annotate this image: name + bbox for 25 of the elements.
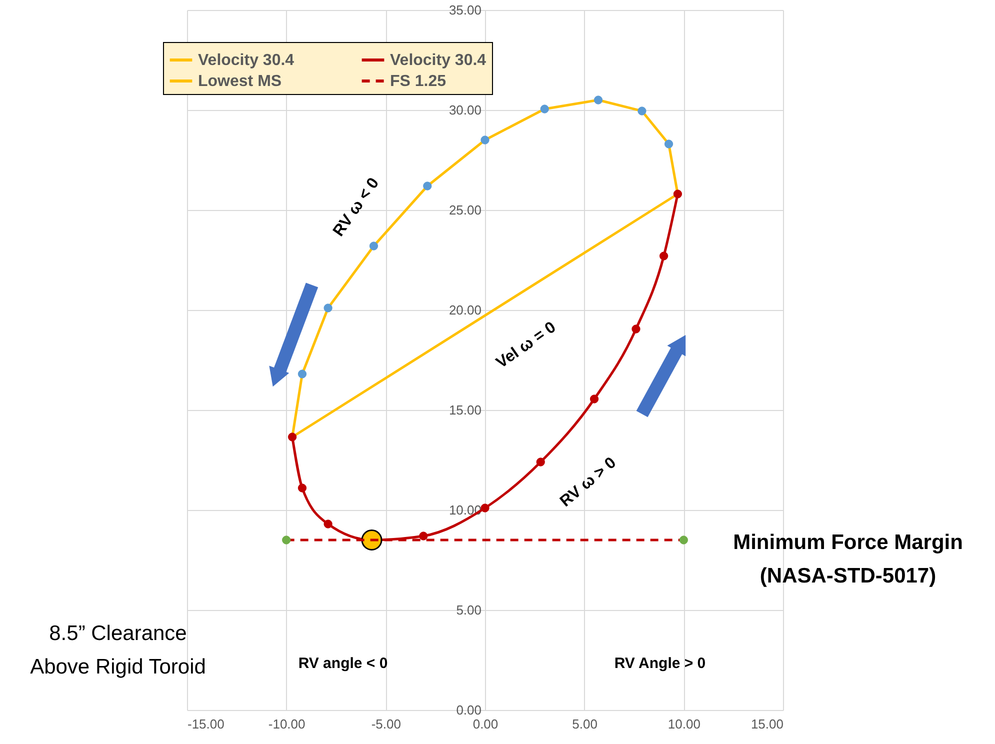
x-tick-label: -10.00: [268, 716, 306, 732]
x-tick-label: 10.00: [668, 716, 700, 732]
annotation: Minimum Force Margin (NASA-STD-5017): [733, 531, 963, 588]
x-tick-label: 15.00: [750, 716, 784, 732]
y-tick-label: 15.00: [448, 402, 482, 418]
legend-label: Lowest MS: [198, 73, 282, 90]
x-tick-label: -5.00: [371, 716, 401, 732]
annotation: 8.5” Clearance Above Rigid Toroid: [30, 622, 206, 679]
x-tick-label: 0.00: [472, 716, 498, 732]
annotation: RV angle < 0: [298, 655, 388, 672]
annotation: RV Angle > 0: [614, 655, 706, 672]
y-tick-label: 35.00: [448, 2, 482, 18]
y-tick-label: 20.00: [448, 302, 482, 318]
y-tick-label: 0.00: [456, 702, 482, 718]
y-tick-label: 25.00: [448, 202, 482, 218]
x-tick-label: 5.00: [572, 716, 598, 732]
annotation: Vel ω = 0: [493, 318, 560, 372]
legend-label: Velocity 30.4: [390, 52, 486, 69]
legend-label: FS 1.25: [390, 73, 446, 90]
y-tick-label: 5.00: [456, 602, 482, 618]
annotation: RV ω < 0: [330, 174, 383, 240]
legend-label: Velocity 30.4: [198, 52, 294, 69]
x-tick-label: -15.00: [188, 716, 224, 732]
annotation: RV ω > 0: [557, 454, 620, 510]
y-tick-label: 30.00: [448, 102, 482, 118]
